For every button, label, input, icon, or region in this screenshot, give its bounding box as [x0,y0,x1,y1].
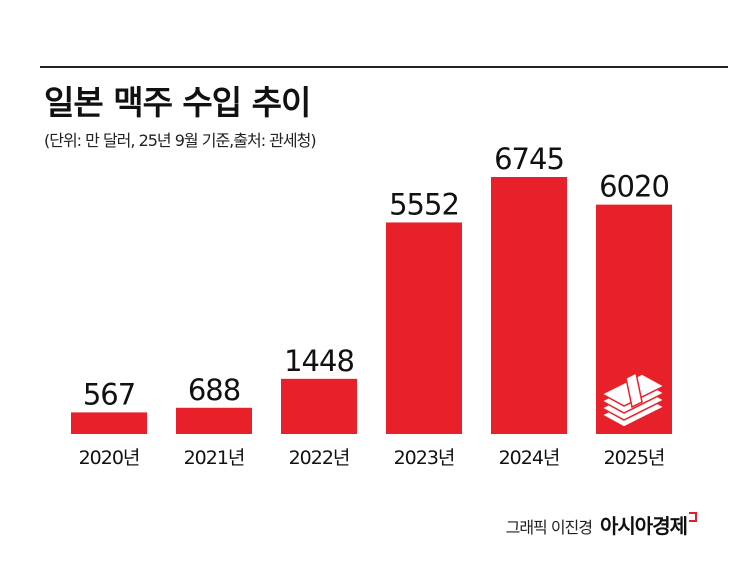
top-rule [40,66,728,68]
category-label: 2025년 [604,447,665,469]
logo-mark-icon [689,512,697,522]
bar-2021년 [176,407,252,434]
value-label: 1448 [284,344,354,378]
chart-subtitle: (단위: 만 달러, 25년 9월 기준,출처: 관세청) [44,131,317,150]
money-stack-icon [600,371,666,428]
publisher-logo: 아시아경제 [600,514,688,538]
category-label: 2020년 [79,447,140,469]
bar-2020년 [71,412,147,434]
value-label: 567 [83,377,135,411]
category-label: 2021년 [184,447,245,469]
value-label: 688 [188,373,240,407]
value-label: 5552 [389,187,459,221]
bar-2023년 [386,222,462,434]
credit-author: 그래픽 이진경 [505,518,593,537]
value-label: 6020 [599,170,669,204]
category-label: 2024년 [499,447,560,469]
category-label: 2023년 [394,447,455,469]
credit: 그래픽 이진경 아시아경제 [506,510,697,539]
value-label: 6745 [494,142,564,176]
bar-2022년 [281,378,357,434]
category-label: 2022년 [289,447,350,469]
bar-2024년 [491,177,567,434]
chart-title: 일본 맥주 수입 추이 [44,83,311,122]
